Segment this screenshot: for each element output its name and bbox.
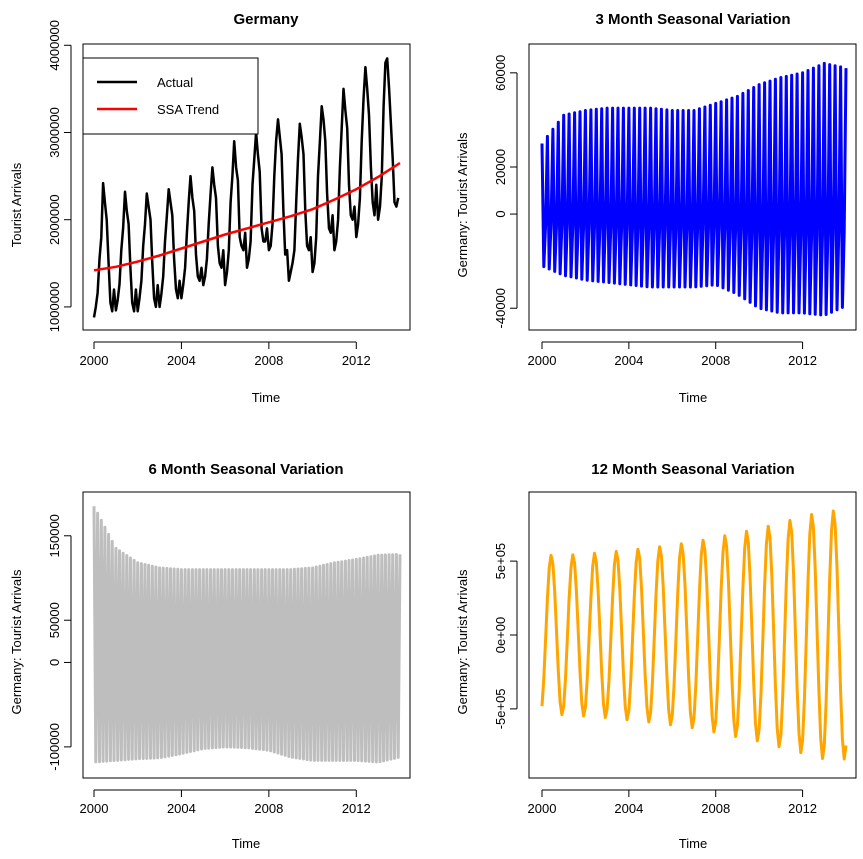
x-tick-label: 2008 [701, 353, 730, 368]
y-axis: -5e+05 0e+00 5e+05 [493, 543, 518, 729]
plot-frame [528, 43, 857, 331]
chart-title: 3 Month Seasonal Variation [595, 11, 790, 28]
chart-title: Germany [233, 11, 299, 28]
x-axis-label: Time [232, 836, 260, 851]
series-line [540, 61, 848, 317]
x-tick-label: 2008 [701, 801, 730, 816]
x-tick-label: 2004 [167, 801, 196, 816]
y-axis: -100000 0 50000 150000 [47, 514, 72, 771]
y-tick-label: 0e+00 [493, 617, 508, 654]
x-axis: 2000 2004 2008 2012 [80, 341, 371, 368]
x-tick-label: 2012 [342, 801, 371, 816]
series-line-ssa-trend [93, 161, 401, 272]
y-axis-label: Germany: Tourist Arrivals [455, 132, 470, 277]
legend-label-trend: SSA Trend [157, 102, 219, 117]
panel-3-month: 3 Month Seasonal Variation Time Germany:… [455, 11, 857, 405]
x-axis-label: Time [679, 390, 707, 405]
y-tick-label: 4000000 [47, 20, 62, 71]
x-tick-label: 2000 [528, 353, 557, 368]
y-tick-label: 60000 [493, 55, 508, 91]
x-tick-label: 2004 [614, 353, 643, 368]
plot-frame [82, 43, 411, 331]
x-tick-label: 2008 [254, 353, 283, 368]
x-tick-label: 2012 [342, 353, 371, 368]
y-tick-label: 0 [47, 659, 62, 666]
chart-title: 12 Month Seasonal Variation [591, 461, 794, 478]
x-tick-label: 2000 [528, 801, 557, 816]
x-tick-label: 2000 [80, 801, 109, 816]
y-tick-label: 150000 [47, 514, 62, 557]
x-tick-label: 2008 [254, 801, 283, 816]
legend-box [82, 57, 259, 135]
x-tick-label: 2004 [614, 801, 643, 816]
x-tick-label: 2004 [167, 353, 196, 368]
x-axis-label: Time [679, 836, 707, 851]
x-tick-label: 2012 [788, 353, 817, 368]
series-line [92, 506, 402, 764]
y-tick-label: 0 [493, 210, 508, 217]
y-tick-label: 20000 [493, 149, 508, 185]
chart-title: 6 Month Seasonal Variation [148, 461, 343, 478]
y-axis: 1000000 2000000 3000000 4000000 [47, 20, 72, 333]
y-tick-label: 2000000 [47, 194, 62, 245]
y-axis-label: Tourist Arrivals [9, 162, 24, 247]
y-tick-label: -100000 [47, 723, 62, 771]
plot-frame [528, 491, 857, 779]
series-line [540, 509, 848, 761]
series-line-actual [92, 57, 400, 318]
legend-label-actual: Actual [157, 75, 193, 90]
y-tick-label: 3000000 [47, 107, 62, 158]
x-axis: 2000 2004 2008 2012 [528, 789, 817, 816]
y-axis-label: Germany: Tourist Arrivals [455, 569, 470, 714]
panel-6-month: 6 Month Seasonal Variation Time Germany:… [9, 461, 411, 851]
y-tick-label: 50000 [47, 602, 62, 638]
y-tick-label: -40000 [493, 288, 508, 328]
y-tick-label: 5e+05 [493, 543, 508, 580]
panel-12-month: 12 Month Seasonal Variation Time Germany… [455, 461, 857, 851]
x-tick-label: 2012 [788, 801, 817, 816]
y-axis: -40000 0 20000 60000 [493, 55, 518, 328]
x-tick-label: 2000 [80, 353, 109, 368]
x-axis-label: Time [252, 390, 280, 405]
x-axis: 2000 2004 2008 2012 [80, 789, 371, 816]
y-axis-label: Germany: Tourist Arrivals [9, 569, 24, 714]
y-tick-label: -5e+05 [493, 688, 508, 729]
x-axis: 2000 2004 2008 2012 [528, 341, 817, 368]
legend: Actual SSA Trend [82, 57, 259, 135]
plot-frame [82, 491, 411, 779]
panel-germany: Germany Time Tourist Arrivals 2000 2004 20… [9, 11, 411, 405]
y-tick-label: 1000000 [47, 282, 62, 333]
